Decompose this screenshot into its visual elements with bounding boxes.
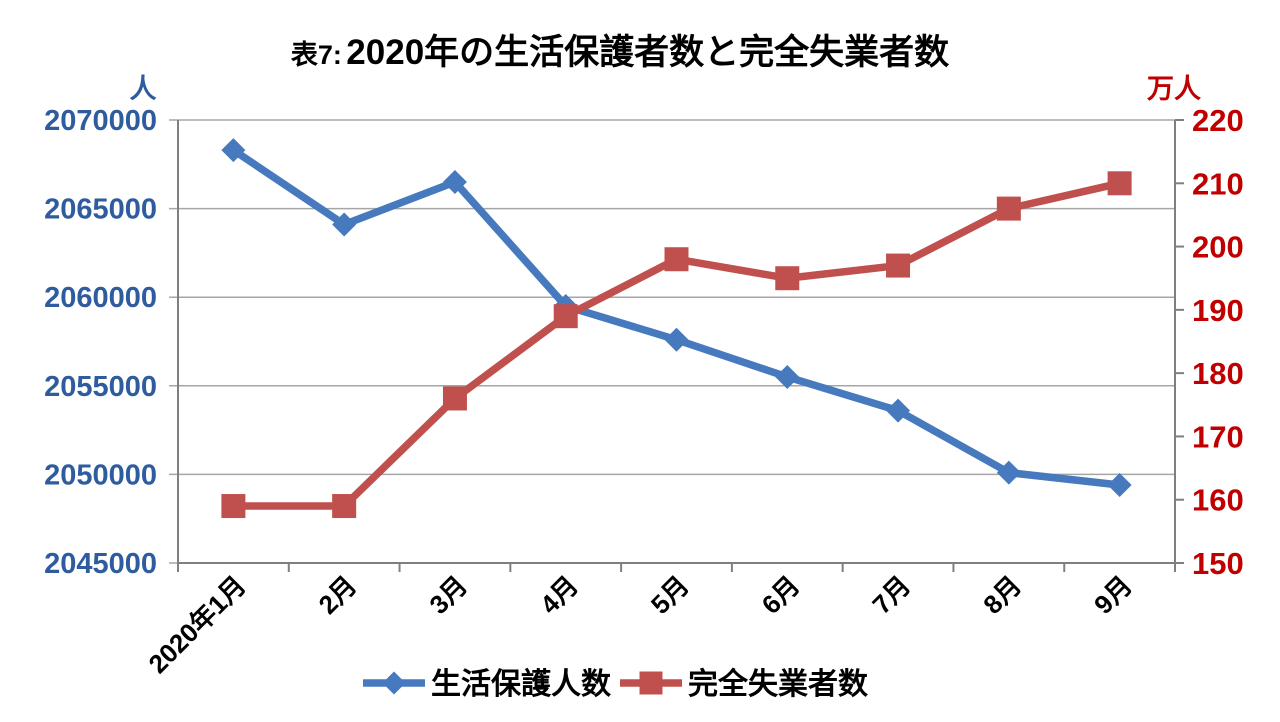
x-axis-category-label: 3月 [423, 570, 473, 620]
data-point-marker [221, 138, 246, 163]
left-axis-tick-label: 2070000 [44, 105, 157, 137]
left-axis-tick-label: 2060000 [44, 282, 157, 314]
x-axis-category-label: 6月 [756, 570, 806, 620]
data-point-marker [442, 386, 467, 411]
left-axis-tick-label: 2050000 [44, 459, 157, 491]
left-axis-unit-label: 人 [130, 74, 157, 104]
legend-item: 完全失業者数 [620, 667, 869, 701]
right-axis-unit-label: 万人 [1147, 74, 1201, 104]
left-axis-tick-label: 2045000 [44, 548, 157, 580]
left-axis-tick-label: 2055000 [44, 371, 157, 403]
data-point-marker [886, 398, 911, 423]
chart-title-prefix: 表7: [291, 40, 342, 70]
x-axis-category-label: 7月 [866, 570, 916, 620]
data-point-marker [775, 364, 800, 389]
chart-title-main: 2020年の生活保護者数と完全失業者数 [346, 32, 949, 72]
data-point-marker [221, 494, 246, 519]
legend-label: 完全失業者数 [688, 667, 869, 701]
data-point-marker [553, 304, 578, 329]
data-point-marker [1107, 171, 1132, 196]
right-axis-tick-label: 150 [1192, 546, 1244, 581]
x-axis-category-label: 5月 [645, 570, 695, 620]
series-diamond [221, 138, 1132, 498]
legend-marker [639, 671, 663, 695]
legend: 生活保護人数 完全失業者数 [363, 667, 869, 701]
x-axis-category-label: 2020年1月 [143, 570, 252, 679]
data-point-marker [332, 212, 357, 237]
data-point-marker [996, 196, 1021, 221]
legend-label: 生活保護人数 [431, 667, 612, 701]
data-point-marker [442, 170, 467, 195]
left-axis-tick-label: 2065000 [44, 194, 157, 226]
x-axis-category-label: 8月 [977, 570, 1027, 620]
chart-title: 表7: 2020年の生活保護者数と完全失業者数 [291, 32, 949, 72]
data-point-marker [332, 494, 357, 519]
legend-item: 生活保護人数 [363, 667, 612, 701]
data-point-marker [664, 327, 689, 352]
legend-marker [382, 671, 406, 695]
plot-area: 150 160 170 180 190 200 210 220 2045000 2050000 20… [44, 103, 1244, 679]
x-axis-category-label: 9月 [1088, 570, 1138, 620]
data-point-marker [886, 253, 911, 278]
right-axis-tick-label: 200 [1192, 230, 1244, 265]
right-axis-tick-label: 190 [1192, 293, 1244, 328]
data-point-marker [1107, 473, 1132, 498]
right-axis-tick-label: 160 [1192, 483, 1244, 518]
right-axis-tick-label: 170 [1192, 419, 1244, 454]
data-point-marker [664, 247, 689, 272]
right-axis-tick-label: 220 [1192, 103, 1244, 138]
right-axis-tick-label: 210 [1192, 166, 1244, 201]
series-line [229, 146, 1124, 489]
data-point-marker [775, 266, 800, 291]
x-axis-category-label: 2月 [313, 570, 363, 620]
data-point-marker [996, 460, 1021, 485]
x-axis-category-label: 4月 [534, 570, 584, 620]
right-axis-tick-label: 180 [1192, 356, 1244, 391]
series-square [221, 171, 1132, 519]
